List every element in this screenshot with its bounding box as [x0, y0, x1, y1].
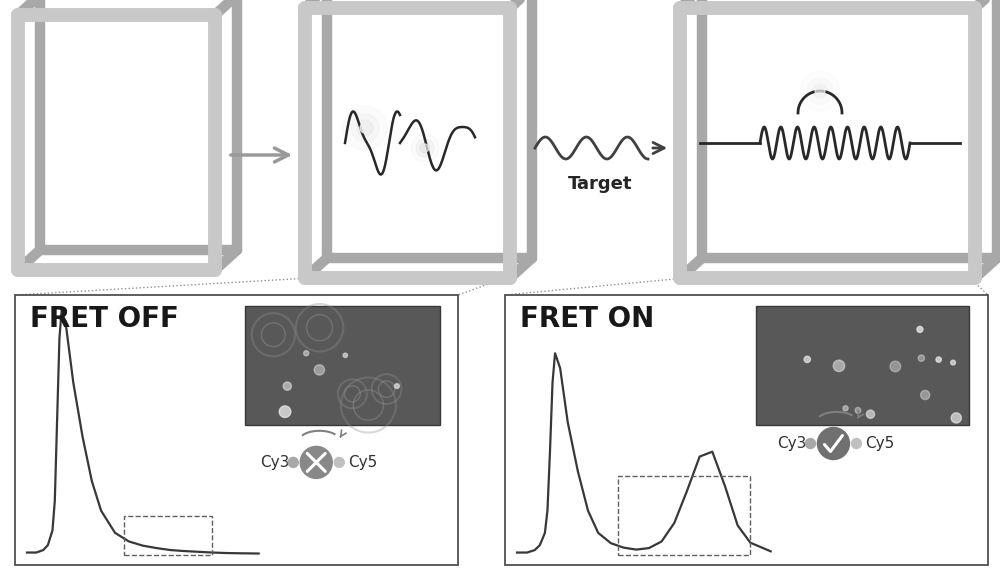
Circle shape	[813, 84, 827, 98]
Text: Target: Target	[568, 175, 632, 193]
Circle shape	[890, 361, 901, 372]
Circle shape	[351, 114, 379, 142]
Text: Cy3: Cy3	[260, 455, 289, 470]
Circle shape	[951, 360, 955, 365]
FancyBboxPatch shape	[756, 306, 969, 425]
Text: FRET ON: FRET ON	[520, 305, 654, 333]
Circle shape	[855, 407, 861, 413]
Circle shape	[866, 410, 875, 418]
Circle shape	[817, 427, 849, 460]
Circle shape	[918, 355, 925, 362]
Circle shape	[300, 446, 332, 478]
Circle shape	[917, 327, 923, 332]
Circle shape	[843, 406, 848, 411]
Circle shape	[804, 356, 810, 363]
Circle shape	[288, 457, 298, 468]
Circle shape	[343, 106, 387, 150]
Circle shape	[395, 384, 399, 388]
Circle shape	[421, 144, 429, 152]
Circle shape	[951, 413, 961, 423]
FancyBboxPatch shape	[245, 306, 440, 425]
Text: FRET OFF: FRET OFF	[30, 305, 179, 333]
Circle shape	[357, 120, 373, 136]
FancyBboxPatch shape	[15, 295, 458, 565]
Circle shape	[279, 406, 291, 418]
Text: Cy3: Cy3	[777, 436, 806, 451]
Circle shape	[833, 360, 845, 371]
Circle shape	[936, 357, 941, 362]
Circle shape	[805, 438, 815, 449]
Circle shape	[851, 438, 861, 449]
Text: Cy5: Cy5	[348, 455, 377, 470]
Circle shape	[360, 123, 370, 133]
Text: Cy5: Cy5	[865, 436, 895, 451]
Circle shape	[411, 134, 439, 162]
Circle shape	[304, 351, 309, 356]
Circle shape	[807, 78, 833, 104]
Circle shape	[334, 457, 344, 468]
Circle shape	[343, 353, 348, 358]
Circle shape	[314, 365, 325, 375]
Circle shape	[283, 382, 291, 390]
Circle shape	[921, 390, 930, 399]
FancyBboxPatch shape	[505, 295, 988, 565]
Circle shape	[800, 71, 840, 111]
Circle shape	[420, 143, 430, 153]
Circle shape	[416, 139, 434, 157]
Circle shape	[815, 86, 825, 96]
